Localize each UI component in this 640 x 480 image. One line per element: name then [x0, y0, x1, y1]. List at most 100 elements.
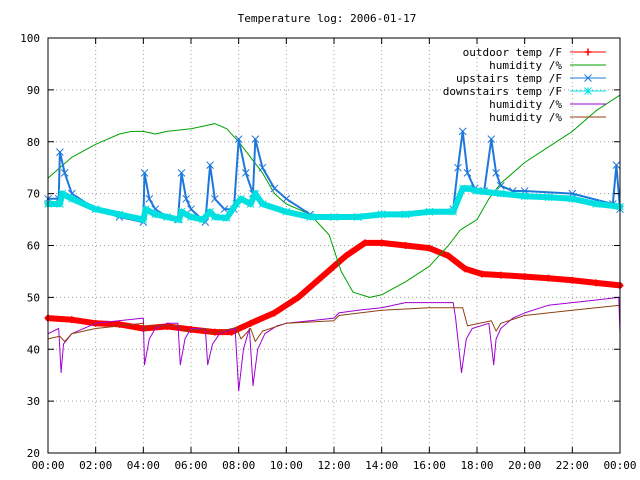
data-point [568, 194, 577, 203]
y-tick-label: 80 [27, 136, 40, 149]
data-point [258, 163, 267, 172]
x-tick-label: 18:00 [460, 459, 493, 472]
data-point [401, 210, 410, 219]
data-point [463, 169, 472, 177]
data-point [115, 210, 124, 219]
y-tick-label: 40 [27, 343, 40, 356]
data-point [163, 213, 172, 221]
data-point [116, 320, 123, 328]
data-point [182, 194, 191, 203]
series-line [47, 296, 621, 392]
data-point [463, 184, 472, 193]
data-point [151, 210, 160, 219]
data-point [206, 161, 214, 169]
data-point [222, 214, 231, 222]
legend-entry: humidity /% [489, 98, 606, 111]
legend-label: humidity /% [489, 59, 562, 72]
data-point [584, 87, 592, 95]
legend-label: outdoor temp /F [463, 46, 562, 59]
data-point [68, 316, 76, 324]
data-point [145, 194, 154, 203]
data-point [612, 161, 621, 169]
data-point [584, 48, 592, 56]
data-point [487, 135, 496, 144]
y-tick-label: 30 [27, 395, 40, 408]
data-point [232, 200, 241, 208]
data-point [258, 200, 267, 208]
data-point [496, 189, 505, 198]
x-tick-label: 00:00 [603, 459, 636, 472]
data-point [246, 200, 255, 208]
data-point [425, 244, 433, 252]
data-point [449, 207, 458, 216]
data-point [496, 181, 505, 190]
data-point [461, 265, 469, 273]
series-line [47, 304, 621, 342]
data-point [584, 74, 592, 82]
data-point [220, 205, 229, 214]
data-point [492, 169, 500, 177]
data-point [177, 207, 186, 216]
data-point [270, 184, 279, 193]
data-point [473, 187, 481, 195]
data-point [177, 169, 186, 177]
x-tick-label: 04:00 [127, 459, 160, 472]
x-tick-label: 22:00 [556, 459, 589, 472]
data-point [175, 215, 183, 224]
data-point [520, 192, 529, 201]
data-point [402, 242, 409, 249]
data-point [187, 205, 195, 214]
legend-entry: upstairs temp /F [456, 72, 606, 85]
chart-title: Temperature log: 2006-01-17 [238, 12, 417, 25]
data-point [199, 215, 207, 224]
data-point [56, 148, 64, 156]
x-tick-label: 08:00 [222, 459, 255, 472]
data-point [545, 274, 552, 282]
data-point [342, 252, 350, 260]
data-point [521, 273, 529, 281]
data-point [206, 207, 214, 216]
data-point [140, 169, 149, 177]
data-point [282, 194, 291, 203]
data-point [67, 194, 76, 203]
legend-label: humidity /% [489, 111, 562, 124]
legend-label: downstairs temp /F [443, 85, 562, 98]
data-point [91, 205, 100, 214]
series-group [47, 296, 621, 392]
axis-layer: 20 30 40 50 60 70 80 90 100 00:00 02:00 04:00 06:00 0… [20, 32, 636, 472]
data-point [592, 279, 600, 287]
data-point [210, 194, 219, 203]
y-tick-label: 50 [27, 291, 40, 304]
y-tick-label: 70 [27, 188, 40, 201]
x-tick-label: 20:00 [508, 459, 541, 472]
legend-label: upstairs temp /F [456, 72, 562, 85]
data-point [458, 127, 467, 136]
data-point [478, 270, 486, 278]
data-point [58, 189, 67, 198]
series-layer [44, 94, 624, 392]
data-point [444, 252, 452, 260]
data-point [306, 213, 315, 221]
legend-entry: downstairs temp /F [443, 85, 606, 98]
data-point [353, 213, 362, 221]
data-point [270, 309, 278, 317]
data-point [425, 207, 434, 216]
x-tick-label: 14:00 [365, 459, 398, 472]
y-tick-label: 60 [27, 240, 40, 253]
legend-label: humidity /% [489, 98, 562, 111]
series-group [47, 304, 621, 342]
data-point [56, 200, 64, 208]
data-point [251, 135, 260, 144]
x-tick-label: 06:00 [174, 459, 207, 472]
data-point [141, 205, 150, 214]
data-point [458, 184, 467, 193]
data-point [237, 194, 245, 203]
y-tick-label: 20 [27, 447, 40, 460]
y-tick-label: 90 [27, 84, 40, 97]
data-point [544, 193, 553, 202]
x-tick-label: 02:00 [79, 459, 112, 472]
data-point [318, 273, 326, 281]
data-point [241, 169, 250, 177]
